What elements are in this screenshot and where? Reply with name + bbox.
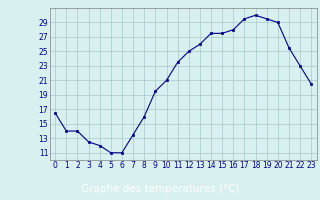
Text: Graphe des températures (°C): Graphe des températures (°C) <box>81 183 239 194</box>
